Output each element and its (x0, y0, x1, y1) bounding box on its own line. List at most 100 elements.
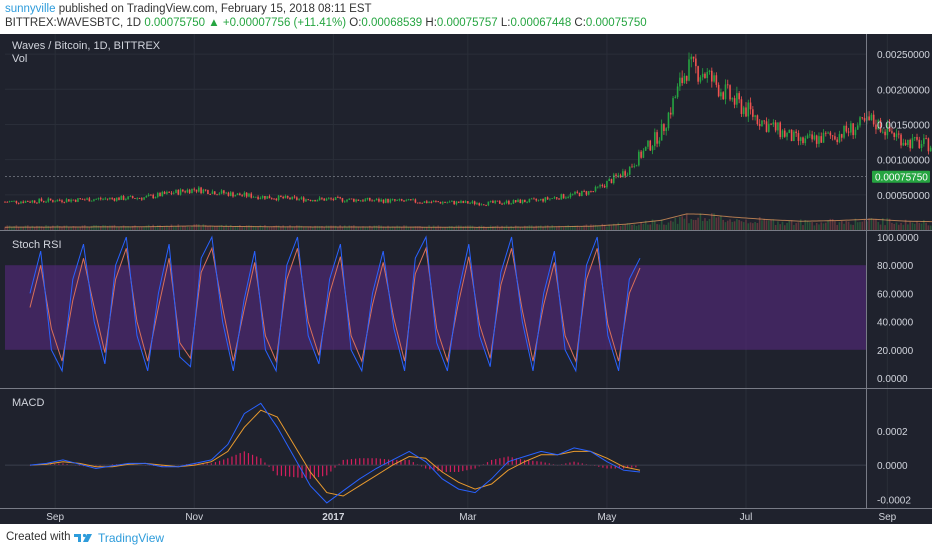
candle-body (38, 198, 40, 204)
candle-body (441, 202, 444, 204)
price-pane[interactable]: Waves / Bitcoin, 1D, BITTREX Vol 0.00250… (4, 40, 932, 230)
candle-body (273, 198, 275, 200)
candle-body (546, 197, 549, 200)
volume-bar (907, 224, 909, 230)
macd-hist-bar (276, 465, 278, 476)
macd-pane[interactable]: MACD 0.0002 0.0000 -0.0002 (5, 397, 911, 506)
volume-bar (47, 225, 50, 230)
macd-hist-bar (54, 463, 56, 466)
volume-bar (74, 226, 77, 230)
candle-body (437, 201, 439, 203)
candle-body (378, 199, 380, 202)
candle-body (870, 114, 873, 121)
stoch-tick-label: 100.0000 (877, 233, 919, 244)
candle-body (763, 120, 766, 122)
candle-body (337, 197, 339, 198)
volume-bar (179, 226, 182, 230)
volume-bar (259, 225, 262, 230)
volume-bar (325, 225, 328, 230)
pane-separators (0, 34, 932, 509)
macd-hist-bar (511, 457, 513, 466)
candle-body (371, 200, 373, 202)
candle-body (638, 151, 640, 166)
volume-bar (761, 220, 763, 230)
stoch-tick-label: 60.0000 (877, 289, 914, 300)
candle-body (772, 122, 775, 125)
volume-bar (225, 224, 227, 230)
macd-hist-bar (251, 454, 254, 466)
high-value: 0.00075757 (436, 17, 498, 29)
stoch-tick-label: 0.0000 (877, 374, 908, 385)
stoch-rsi-title: Stoch RSI (12, 239, 62, 251)
candle-body (761, 120, 763, 127)
volume-bar (756, 222, 759, 230)
candle-body (608, 179, 610, 182)
volume-bar (590, 224, 592, 230)
candle-body (389, 199, 392, 203)
candle-body (45, 201, 47, 203)
candle-body (305, 199, 307, 202)
tradingview-brand[interactable]: TradingView (98, 531, 165, 545)
volume-bar (118, 227, 120, 230)
candle-body (469, 202, 471, 204)
candle-body (259, 197, 262, 200)
candle-body (403, 200, 405, 202)
candle-body (788, 129, 791, 133)
candle-body (421, 202, 424, 204)
candle-body (877, 120, 880, 130)
volume-bar (717, 217, 720, 230)
volume-bar (581, 226, 583, 230)
candle-body (239, 193, 241, 196)
author-link[interactable]: sunnyville (5, 3, 56, 15)
volume-bar (250, 225, 253, 230)
volume-bar (622, 225, 624, 230)
volume-bar (243, 226, 246, 230)
volume-bar (799, 219, 802, 230)
candle-body (375, 199, 378, 201)
candle-body (27, 201, 29, 202)
volume-bar (302, 226, 305, 230)
candle-body (42, 201, 45, 202)
candle-body (603, 185, 606, 188)
candle-body (332, 199, 335, 201)
volume-bar (587, 225, 590, 230)
volume-bar (364, 226, 367, 230)
volume-bar (608, 224, 610, 230)
volume-bar (81, 225, 84, 230)
volume-bar (688, 223, 690, 230)
volume-bar (913, 223, 916, 230)
volume-bar (651, 219, 654, 230)
candle-body (286, 195, 289, 198)
price-change: +0.00007756 (+11.41%) (222, 17, 347, 29)
candle-body (74, 199, 77, 202)
volume-bar (125, 226, 127, 230)
candle-body (120, 196, 123, 200)
volume-bar (405, 225, 408, 230)
volume-bar (640, 222, 642, 230)
candle-body (850, 123, 852, 133)
volume-bar (882, 218, 884, 230)
volume-bar (380, 225, 382, 230)
volume-bar (61, 226, 63, 230)
volume-bar (421, 226, 424, 230)
candle-body (505, 200, 508, 204)
chart-area[interactable]: Waves / Bitcoin, 1D, BITTREX Vol 0.00250… (0, 34, 932, 524)
volume-bar (713, 213, 715, 230)
volume-bar (597, 225, 599, 230)
volume-bar (330, 225, 332, 230)
volume-bar (658, 224, 661, 230)
candle-body (216, 194, 218, 196)
price-badge (872, 170, 930, 183)
candle-body (804, 138, 807, 144)
volume-bar (22, 226, 25, 230)
candle-body (854, 129, 857, 136)
candle-body (24, 201, 27, 203)
stoch-rsi-pane[interactable]: Stoch RSI 100.0000 80.0000 60.0000 40.0000 2… (5, 233, 919, 385)
macd-hist-bar (268, 465, 270, 467)
candle-body (738, 93, 740, 100)
volume-bar (649, 224, 652, 230)
chart-canvas[interactable]: Waves / Bitcoin, 1D, BITTREX Vol 0.00250… (0, 34, 932, 524)
candle-body (136, 198, 139, 199)
candle-body (227, 192, 230, 196)
candle-body (626, 174, 629, 176)
